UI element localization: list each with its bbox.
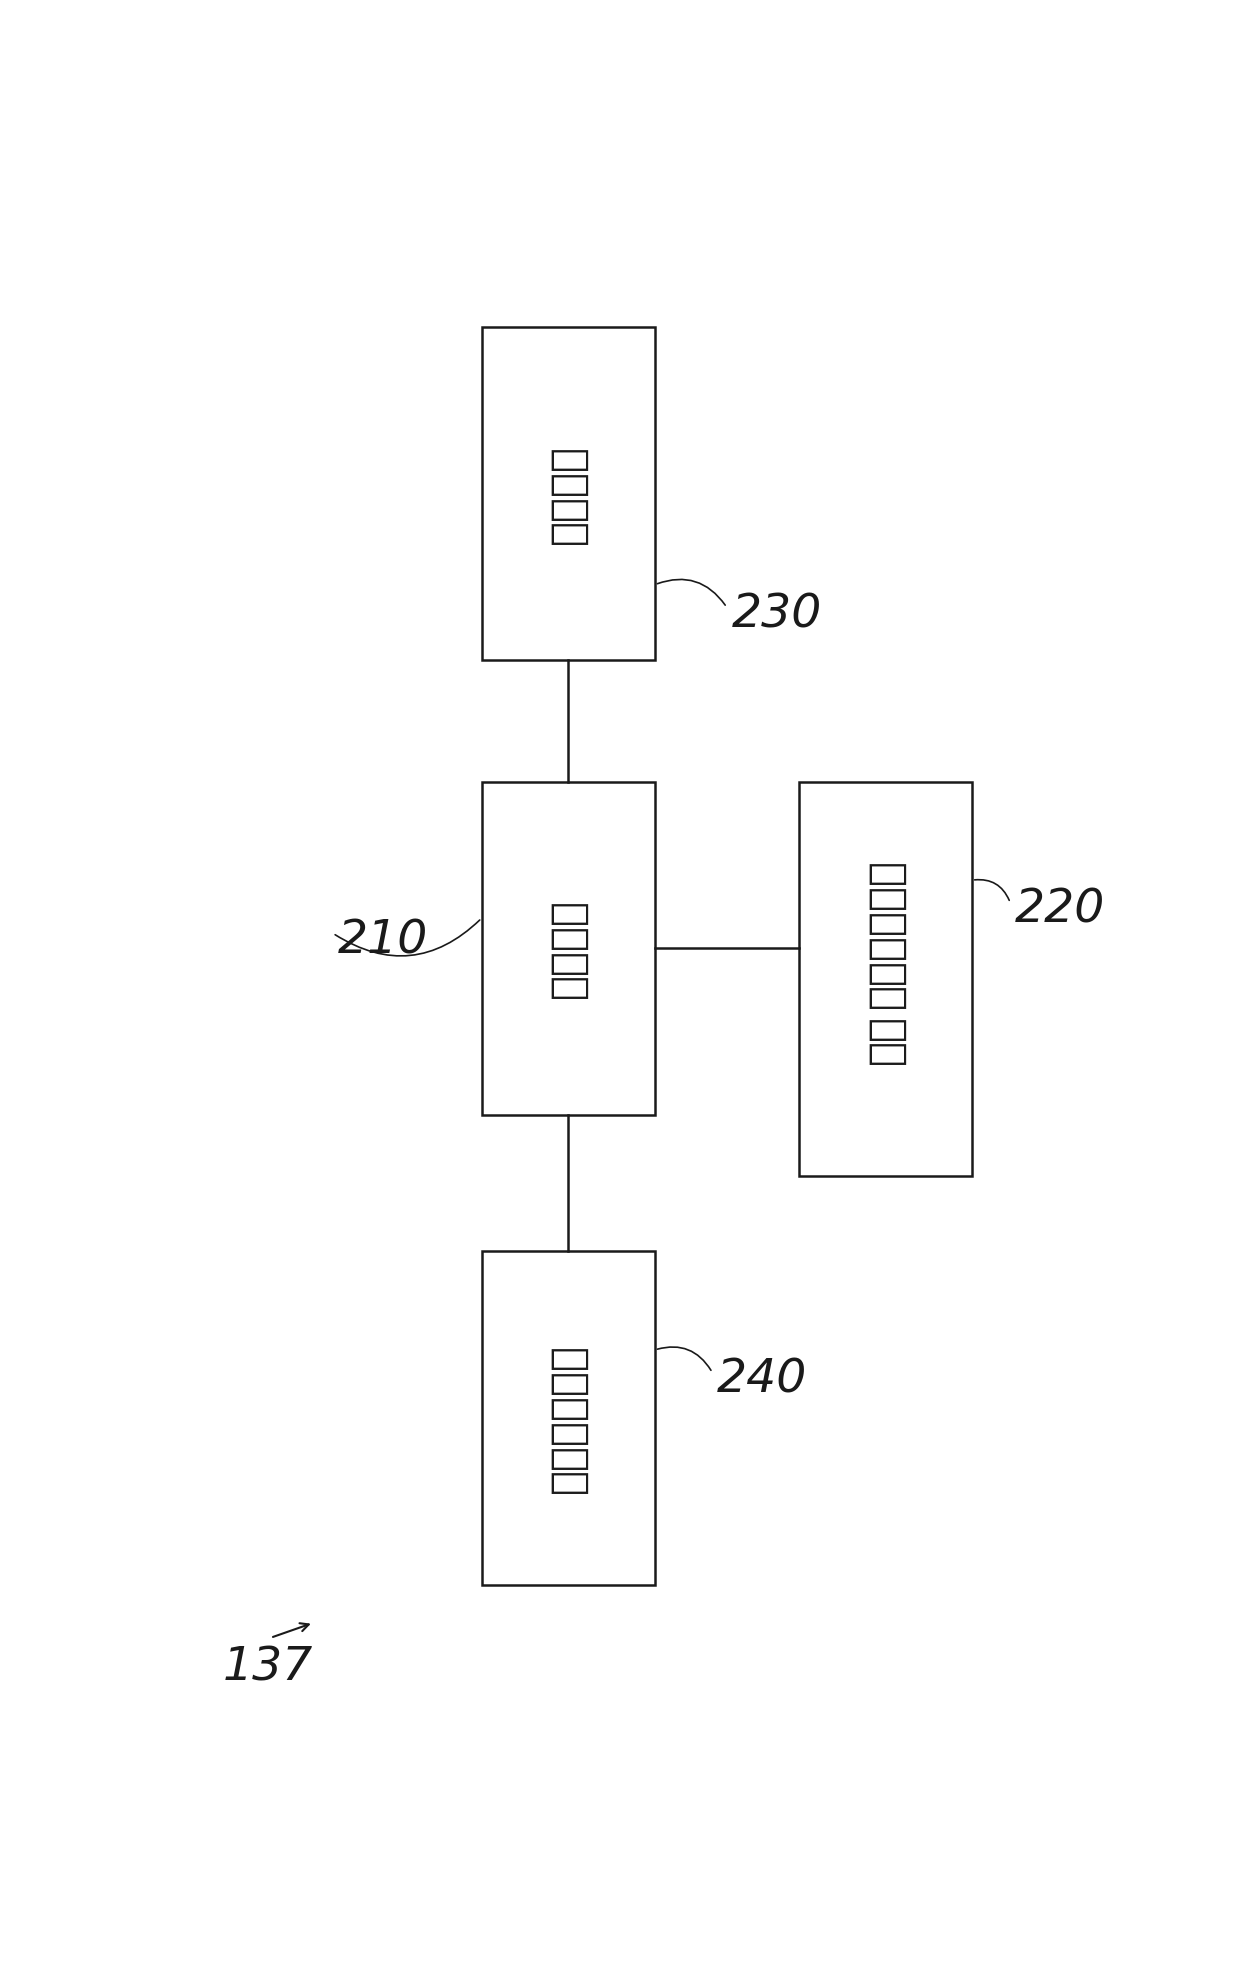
- Text: 220: 220: [1016, 888, 1106, 933]
- Bar: [481, 781, 655, 1116]
- Text: 137: 137: [222, 1645, 312, 1691]
- Bar: [799, 781, 972, 1175]
- Text: 模块: 模块: [864, 1014, 906, 1065]
- Text: 210: 210: [337, 919, 428, 962]
- Text: 统计图形产生: 统计图形产生: [864, 858, 906, 1008]
- Text: 播放模块: 播放模块: [547, 443, 589, 543]
- Text: 240: 240: [717, 1358, 807, 1403]
- Text: 时序通知模块: 时序通知模块: [547, 1342, 589, 1494]
- Text: 230: 230: [732, 592, 822, 638]
- Bar: [481, 1252, 655, 1584]
- Bar: [481, 327, 655, 661]
- Text: 接收模块: 接收模块: [547, 897, 589, 998]
